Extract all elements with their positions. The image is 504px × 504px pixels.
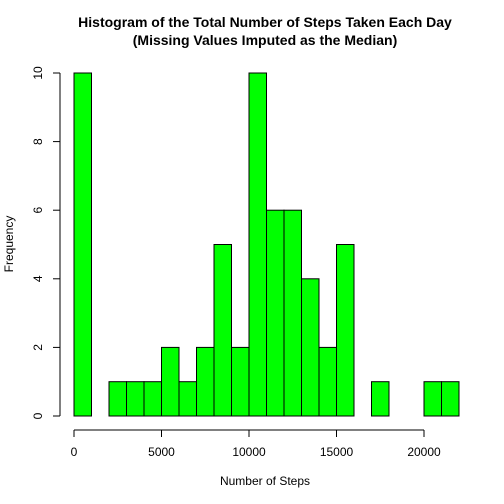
chart-title-line2: (Missing Values Imputed as the Median)	[133, 32, 398, 48]
histogram-bar	[371, 381, 390, 417]
histogram-bar	[73, 72, 92, 417]
histogram-bar	[336, 244, 355, 417]
histogram-bar	[301, 278, 320, 417]
histogram-bar	[161, 346, 180, 417]
y-tick-label: 8	[31, 138, 45, 145]
bars-group	[73, 72, 460, 417]
y-tick-label: 10	[31, 66, 45, 80]
y-tick-label: 6	[31, 207, 45, 214]
histogram-bar	[318, 346, 337, 417]
x-tick-label: 15000	[320, 445, 354, 459]
y-tick-label: 2	[31, 344, 45, 351]
histogram-bar	[213, 244, 232, 417]
y-tick-label: 0	[31, 412, 45, 419]
x-tick-label: 10000	[232, 445, 266, 459]
y-axis-label: Frequency	[2, 216, 16, 273]
histogram-bar	[423, 381, 442, 417]
histogram-bar	[178, 381, 197, 417]
histogram-bar	[283, 209, 302, 417]
histogram-bar	[143, 381, 162, 417]
histogram-bar	[108, 381, 127, 417]
histogram-bar	[266, 209, 285, 417]
histogram-bar	[126, 381, 145, 417]
histogram-bar	[248, 72, 267, 417]
histogram-bar	[196, 346, 215, 417]
x-tick-label: 5000	[148, 445, 175, 459]
histogram-bar	[231, 346, 250, 417]
x-axis-label: Number of Steps	[220, 474, 310, 488]
x-tick-label: 0	[71, 445, 78, 459]
x-tick-label: 20000	[407, 445, 441, 459]
chart-title-line1: Histogram of the Total Number of Steps T…	[78, 14, 452, 30]
y-tick-label: 4	[31, 275, 45, 282]
y-axis: 0 2 4 6 8 10	[31, 66, 61, 419]
histogram-bar	[441, 381, 460, 417]
x-axis: 0 5000 10000 15000 20000	[71, 429, 441, 459]
